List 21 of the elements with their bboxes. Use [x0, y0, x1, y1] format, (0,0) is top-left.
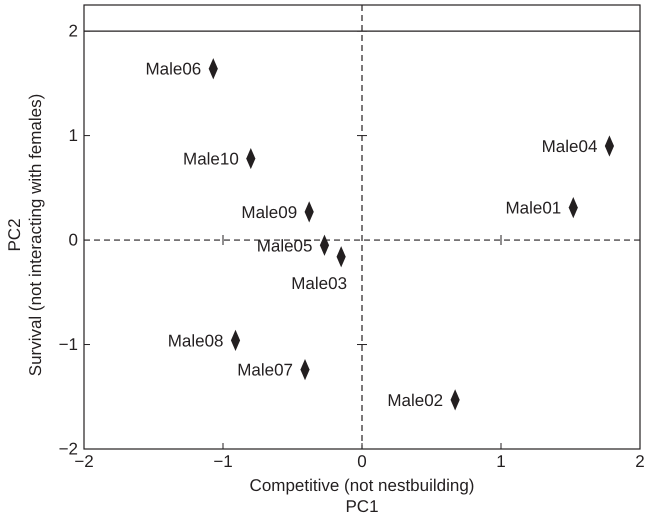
annotation: Male04	[542, 137, 598, 156]
annotation: Male05	[256, 236, 312, 256]
annotation: Male07	[237, 360, 294, 380]
x-tick-label: −1	[213, 452, 233, 472]
x-axis-title: Competitive (not nestbuilding) PC1	[250, 476, 474, 516]
y-tick-label: −2	[58, 439, 78, 458]
y-tick-label: 1	[68, 126, 78, 146]
x-tick-label: 1	[496, 452, 506, 472]
y-tick-label: 2	[68, 22, 78, 41]
annotation: Male01	[506, 198, 562, 218]
annotation: Male08	[168, 331, 224, 350]
y-axis-title: PC2 Survival (not interacting with females)	[5, 94, 45, 376]
annotation: Male10	[183, 150, 239, 169]
x-tick-label: 2	[635, 452, 645, 472]
y-tick-label: −1	[58, 334, 78, 354]
x-tick-label: 0	[357, 452, 367, 472]
annotation: Male06	[146, 60, 202, 79]
annotation: Male09	[241, 202, 298, 222]
annotation: Male02	[387, 390, 444, 410]
annotation: Male03	[291, 274, 348, 293]
y-tick-label: 0	[68, 230, 78, 250]
